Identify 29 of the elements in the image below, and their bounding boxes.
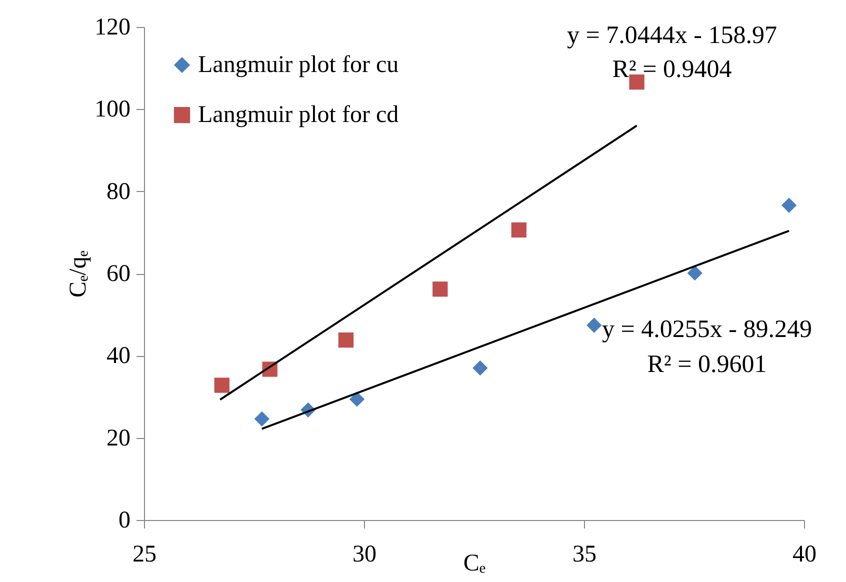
y-tick-label: 60	[106, 261, 130, 287]
point	[214, 378, 230, 393]
point	[586, 318, 602, 333]
x-tick-label: 35	[572, 542, 596, 568]
annotation: y = 4.0255x - 89.249	[602, 316, 812, 343]
point	[511, 222, 526, 238]
x-axis-title: Cₑ	[463, 550, 486, 576]
y-tick-label: 100	[94, 96, 130, 123]
y-tick-label: 20	[106, 425, 130, 452]
legend-label: Langmuir plot for cu	[198, 52, 399, 78]
annotation: R² = 0.9601	[647, 351, 767, 378]
legend-label: Langmuir plot for cd	[198, 102, 399, 128]
x-tick-label: 30	[352, 542, 376, 568]
y-axis-title: Cₑ/qₑ	[66, 250, 92, 298]
y-tick-label: 120	[94, 14, 130, 40]
point	[687, 266, 702, 281]
point	[781, 198, 797, 213]
annotation: R² = 0.9404	[612, 56, 732, 83]
point	[432, 282, 448, 297]
x-tick-label: 40	[792, 542, 816, 568]
point	[349, 392, 365, 407]
x-tick-label: 25	[132, 542, 156, 568]
y-tick-label: 80	[106, 178, 130, 205]
point	[472, 360, 488, 376]
y-tick-label: 0	[118, 508, 130, 534]
y-tick-label: 40	[106, 343, 130, 370]
point	[338, 332, 354, 348]
point	[254, 411, 270, 427]
annotation: y = 7.0444x - 158.97	[567, 22, 777, 49]
